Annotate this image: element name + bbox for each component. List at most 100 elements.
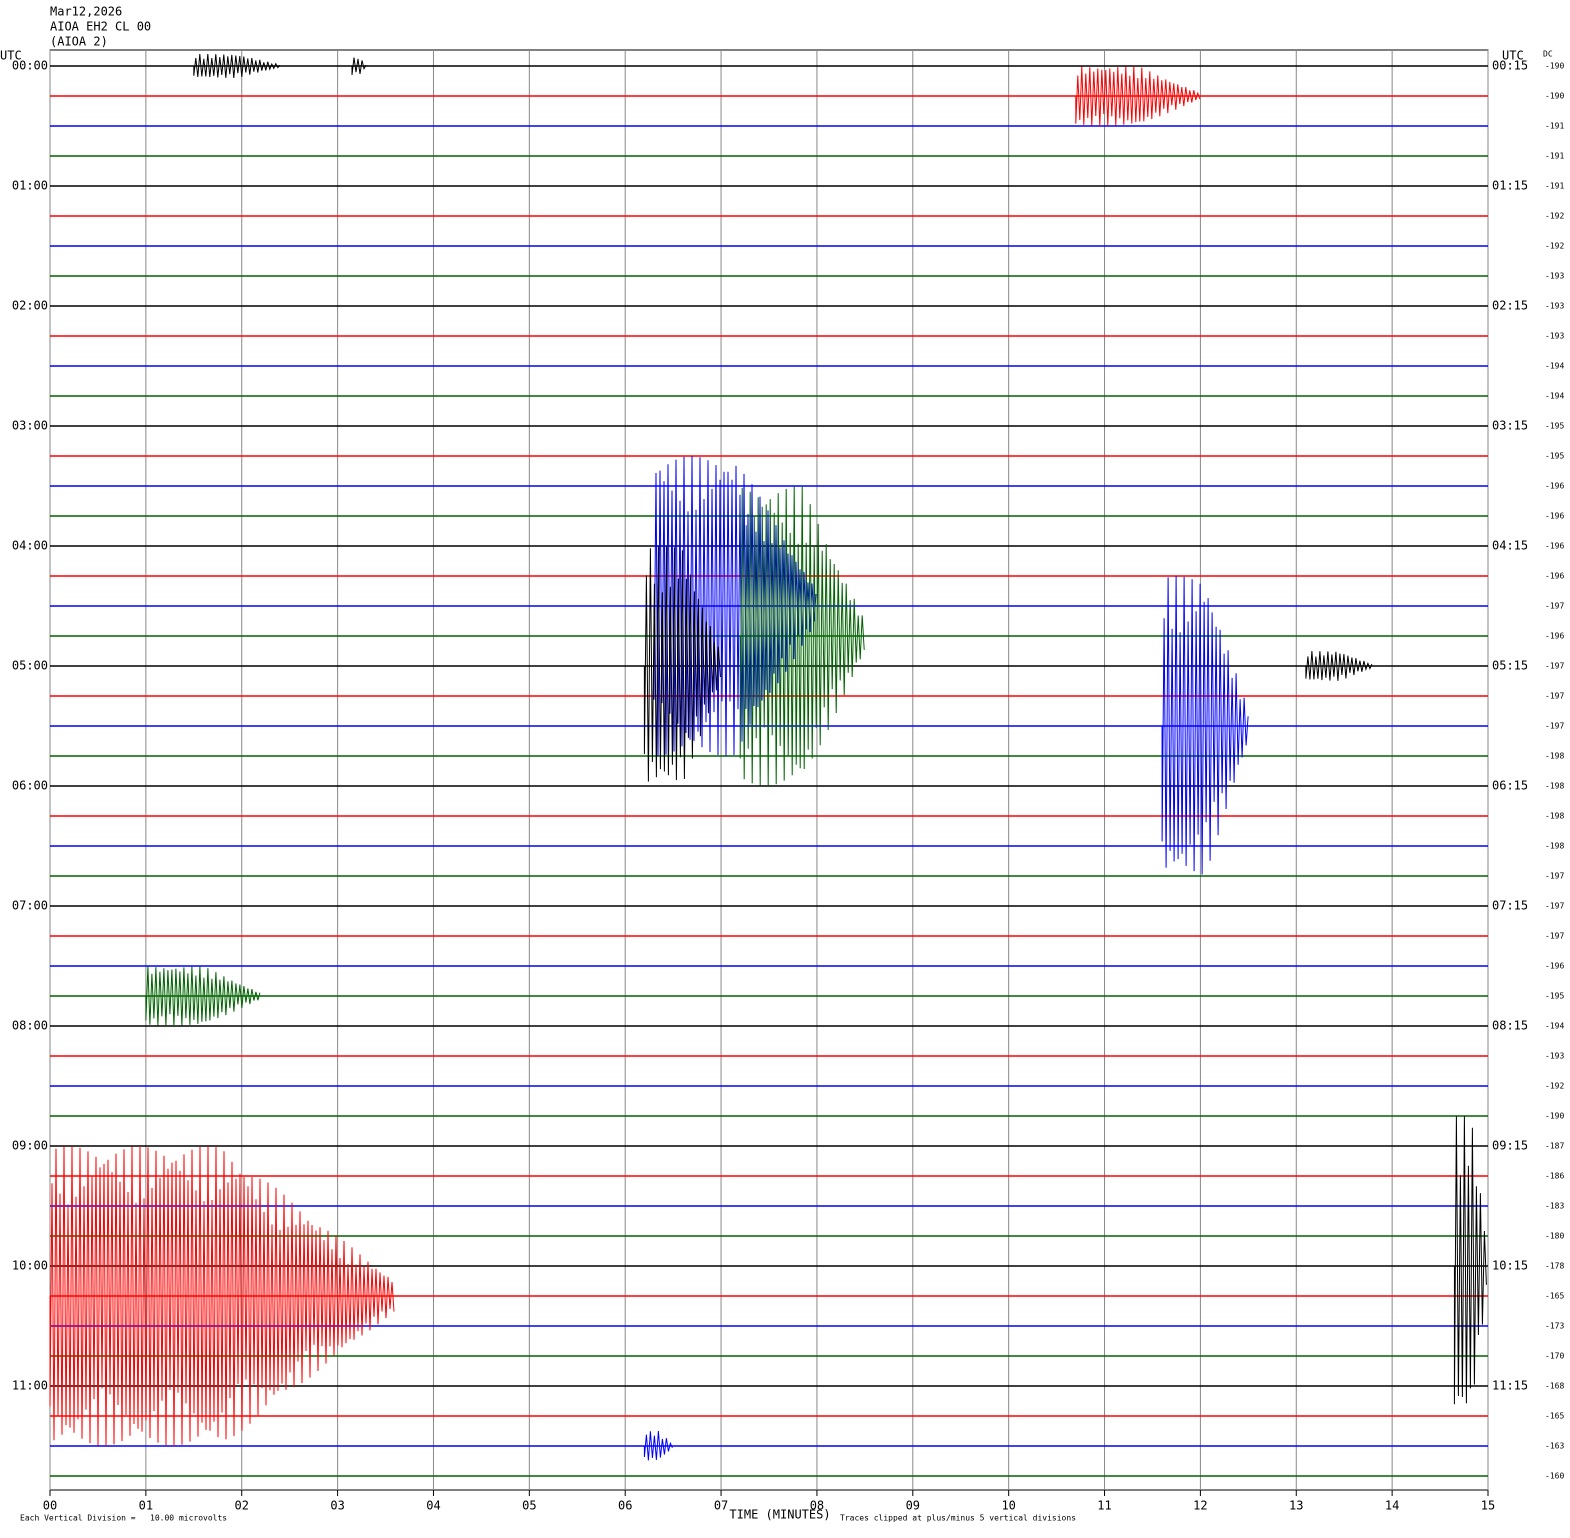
dc-label: -198 <box>1545 842 1564 851</box>
left-time-label: 08:00 <box>12 1019 48 1033</box>
header-line: Mar12,2026 <box>50 5 122 19</box>
event-burst <box>1453 1116 1487 1405</box>
dc-label: -173 <box>1545 1322 1564 1331</box>
x-tick-label: 02 <box>235 1499 249 1513</box>
right-time-label: 01:15 <box>1492 179 1528 193</box>
x-tick-label: 12 <box>1193 1499 1207 1513</box>
left-time-label: 03:00 <box>12 419 48 433</box>
dc-label: -193 <box>1545 1052 1564 1061</box>
x-tick-label: 14 <box>1385 1499 1399 1513</box>
right-time-label: 03:15 <box>1492 419 1528 433</box>
dc-label: -165 <box>1545 1412 1564 1421</box>
event-burst <box>193 53 281 79</box>
footer-left: Each Vertical Division = 10.00 microvolt… <box>20 1514 227 1523</box>
dc-label: -165 <box>1545 1292 1564 1301</box>
event-burst <box>145 966 261 1027</box>
dc-label: -197 <box>1545 932 1564 941</box>
event-burst <box>643 546 721 782</box>
dc-label: -196 <box>1545 962 1564 971</box>
dc-label: -168 <box>1545 1382 1564 1391</box>
left-time-label: 00:00 <box>12 59 48 73</box>
x-axis-label: TIME (MINUTES) <box>729 1508 830 1522</box>
right-time-label: 08:15 <box>1492 1019 1528 1033</box>
header-line: (AIOA 2) <box>50 35 108 49</box>
dc-label: -198 <box>1545 752 1564 761</box>
x-tick-label: 07 <box>714 1499 728 1513</box>
dc-label: -195 <box>1545 452 1564 461</box>
right-time-label: 05:15 <box>1492 659 1528 673</box>
dc-label: -191 <box>1545 182 1564 191</box>
left-time-label: 10:00 <box>12 1259 48 1273</box>
left-time-label: 07:00 <box>12 899 48 913</box>
event-burst <box>643 1430 673 1461</box>
left-time-label: 01:00 <box>12 179 48 193</box>
right-time-label: 00:15 <box>1492 59 1528 73</box>
right-time-label: 04:15 <box>1492 539 1528 553</box>
dc-label: -197 <box>1545 902 1564 911</box>
dc-label: -193 <box>1545 332 1564 341</box>
dc-label: -194 <box>1545 392 1564 401</box>
dc-label: -186 <box>1545 1172 1564 1181</box>
dc-label: -197 <box>1545 692 1564 701</box>
x-tick-label: 06 <box>618 1499 632 1513</box>
x-tick-label: 00 <box>43 1499 57 1513</box>
x-tick-label: 04 <box>426 1499 440 1513</box>
left-time-label: 09:00 <box>12 1139 48 1153</box>
dc-label: -197 <box>1545 662 1564 671</box>
right-time-label: 06:15 <box>1492 779 1528 793</box>
dc-label: -196 <box>1545 542 1564 551</box>
footer-right: Traces clipped at plus/minus 5 vertical … <box>840 1514 1076 1523</box>
dc-label: -193 <box>1545 302 1564 311</box>
x-tick-label: 10 <box>1001 1499 1015 1513</box>
left-time-label: 04:00 <box>12 539 48 553</box>
dc-label: -196 <box>1545 632 1564 641</box>
x-tick-label: 13 <box>1289 1499 1303 1513</box>
dc-label: -193 <box>1545 272 1564 281</box>
x-tick-label: 15 <box>1481 1499 1495 1513</box>
event-burst <box>653 455 817 757</box>
dc-label: -190 <box>1545 92 1564 101</box>
dc-label: -180 <box>1545 1232 1564 1241</box>
dc-label: -194 <box>1545 1022 1564 1031</box>
dc-label: -194 <box>1545 362 1564 371</box>
dc-title: DC <box>1543 50 1553 59</box>
event-burst <box>739 486 865 786</box>
left-axis-title: UTC <box>0 49 22 63</box>
event-burst <box>1305 650 1373 681</box>
dc-label: -160 <box>1545 1472 1564 1481</box>
dc-label: -192 <box>1545 242 1564 251</box>
dc-label: -196 <box>1545 512 1564 521</box>
dc-label: -198 <box>1545 782 1564 791</box>
dc-label: -198 <box>1545 812 1564 821</box>
dc-label: -195 <box>1545 422 1564 431</box>
right-time-label: 02:15 <box>1492 299 1528 313</box>
dc-label: -195 <box>1545 992 1564 1001</box>
event-burst <box>1075 66 1201 127</box>
event-burst <box>351 57 367 76</box>
event-burst <box>1161 575 1249 875</box>
right-time-label: 09:15 <box>1492 1139 1528 1153</box>
dc-label: -192 <box>1545 1082 1564 1091</box>
right-time-label: 07:15 <box>1492 899 1528 913</box>
plot-frame <box>49 49 1489 1491</box>
dc-label: -187 <box>1545 1142 1564 1151</box>
dc-label: -196 <box>1545 572 1564 581</box>
dc-label: -190 <box>1545 1112 1564 1121</box>
left-time-label: 06:00 <box>12 779 48 793</box>
dc-label: -197 <box>1545 872 1564 881</box>
dc-label: -190 <box>1545 62 1564 71</box>
dc-label: -191 <box>1545 122 1564 131</box>
dc-label: -197 <box>1545 602 1564 611</box>
right-time-label: 11:15 <box>1492 1379 1528 1393</box>
left-time-label: 02:00 <box>12 299 48 313</box>
x-tick-label: 11 <box>1097 1499 1111 1513</box>
x-tick-label: 05 <box>522 1499 536 1513</box>
x-tick-label: 08 <box>810 1499 824 1513</box>
x-tick-label: 09 <box>906 1499 920 1513</box>
event-burst <box>49 1145 395 1447</box>
x-tick-label: 01 <box>139 1499 153 1513</box>
x-tick-label: 03 <box>330 1499 344 1513</box>
right-time-label: 10:15 <box>1492 1259 1528 1273</box>
